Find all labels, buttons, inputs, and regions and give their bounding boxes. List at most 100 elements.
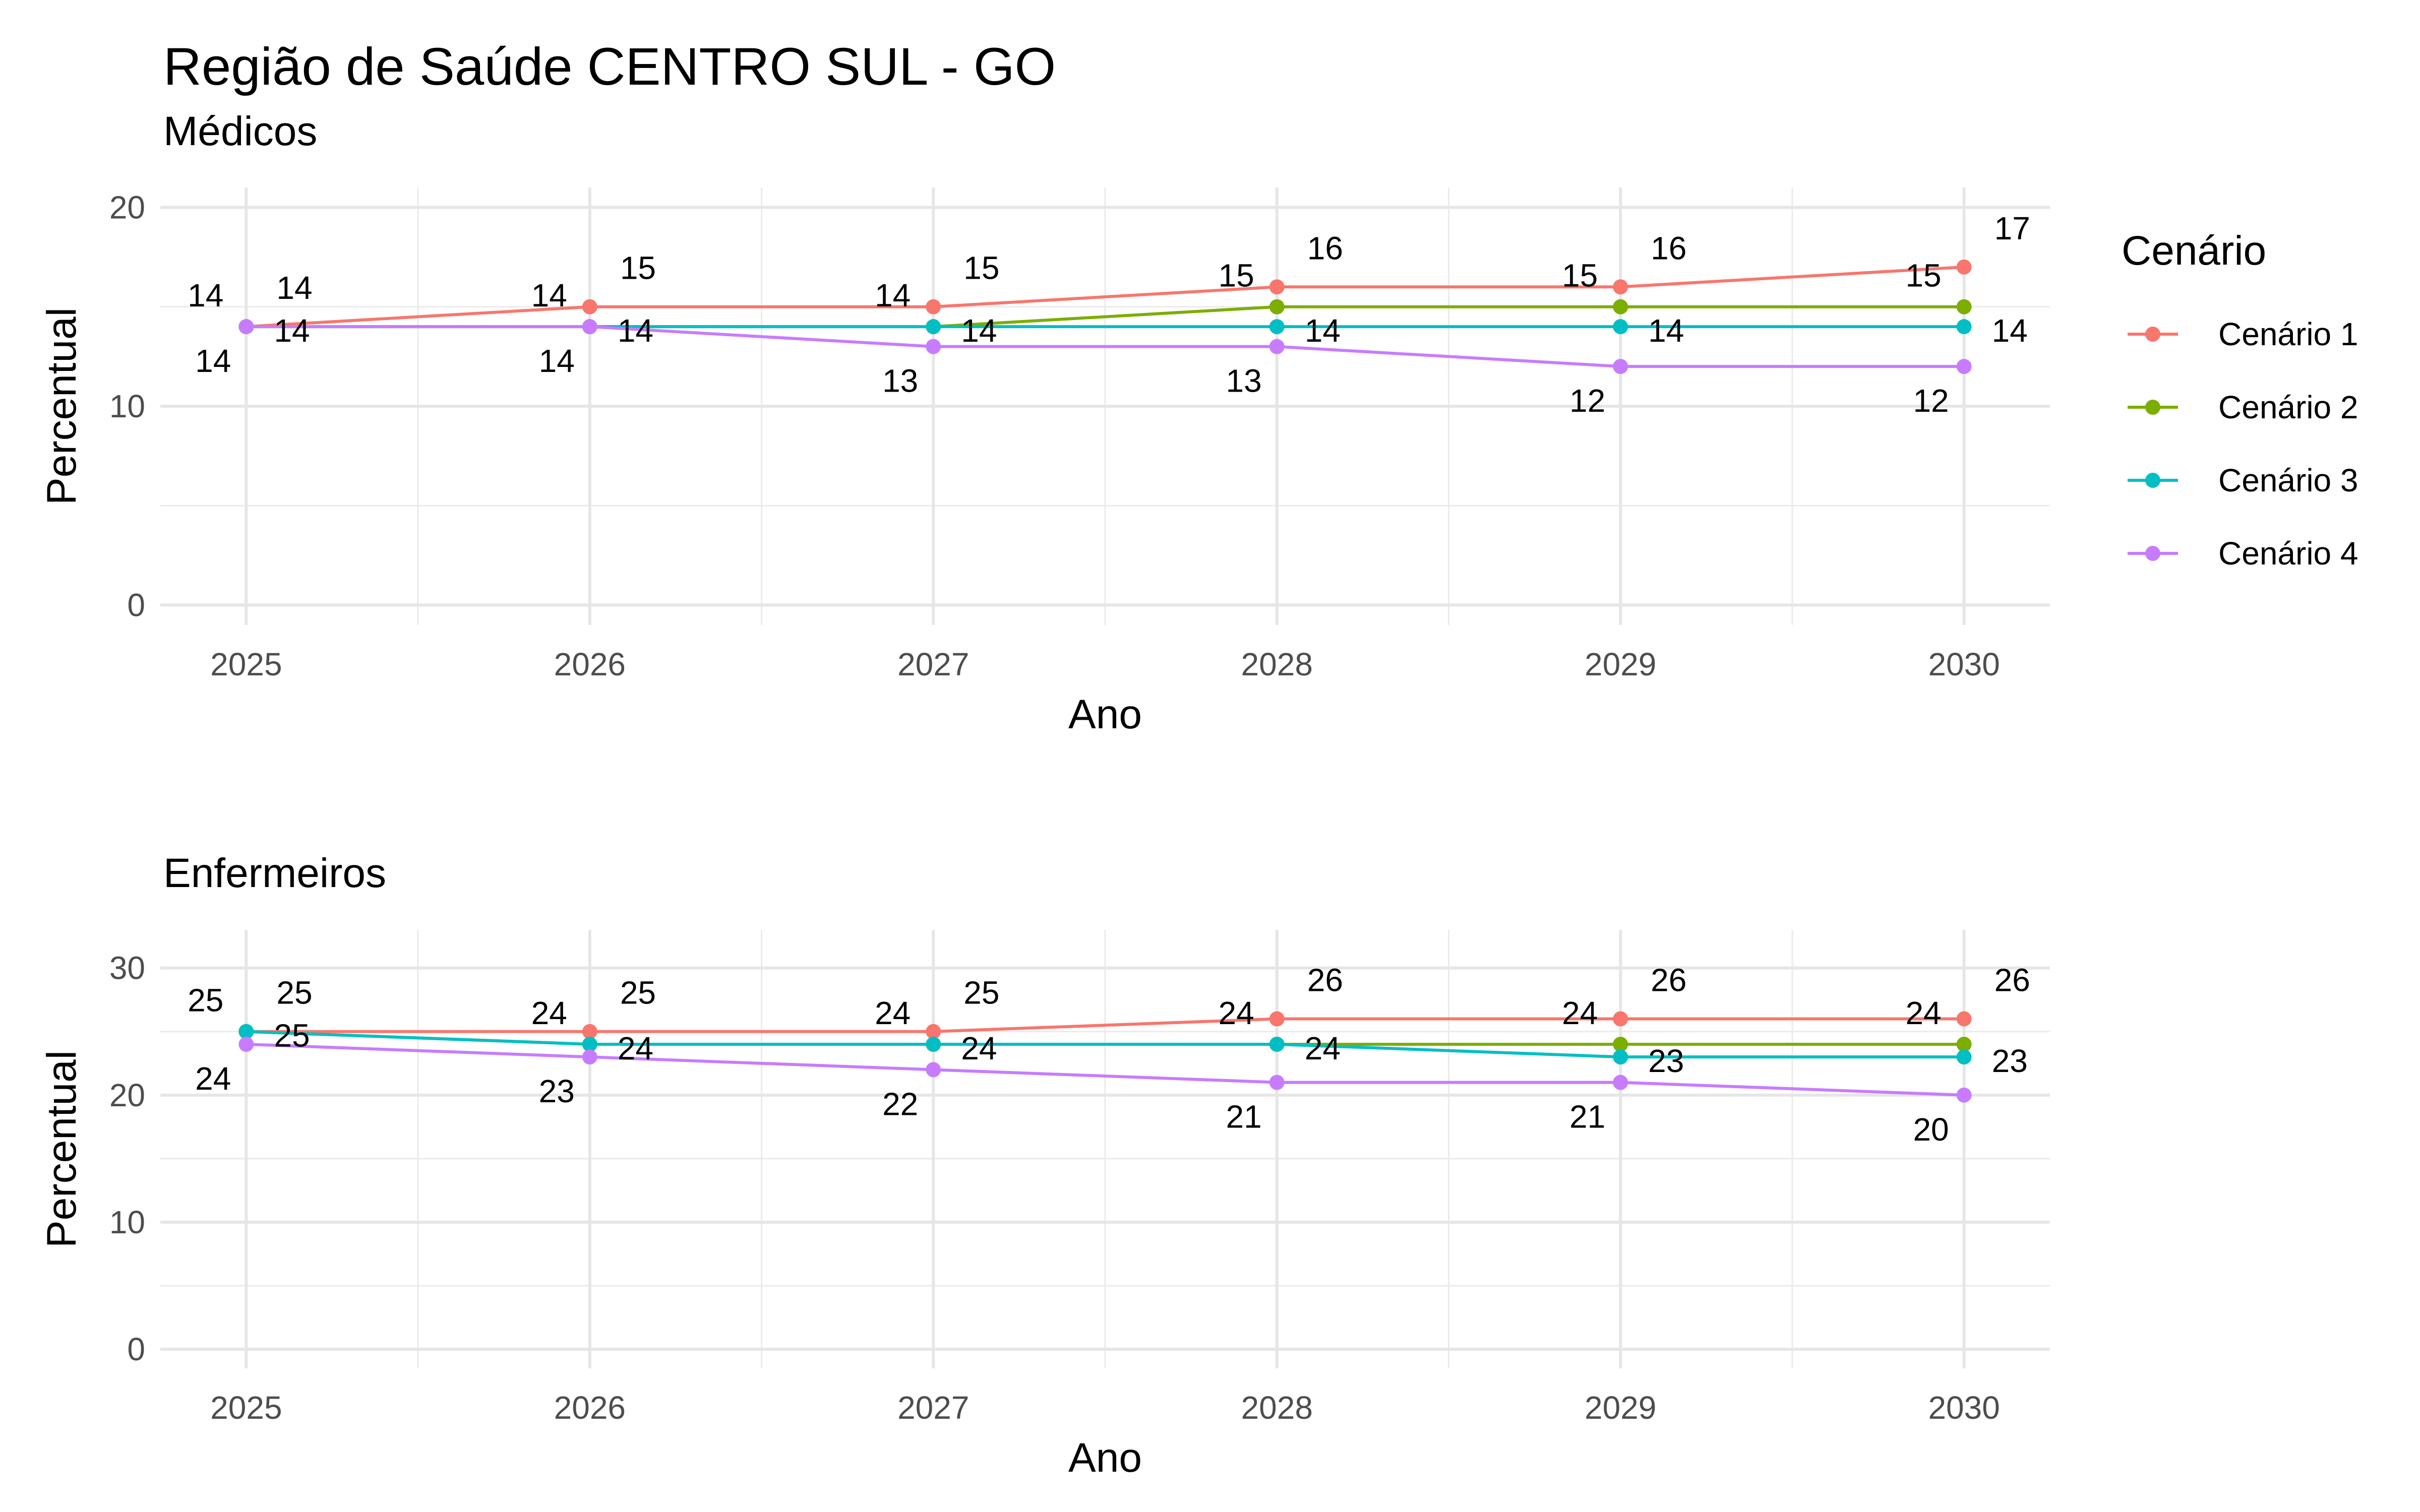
y-axis-title: Percentual	[39, 307, 85, 505]
chart-title: Região de Saúde CENTRO SUL - GO	[163, 37, 1056, 96]
data-label: 25	[276, 975, 312, 1011]
series-line	[246, 1042, 1964, 1097]
panel-subtitle: Médicos	[163, 108, 317, 154]
y-tick-label: 0	[127, 587, 145, 623]
y-tick-label: 0	[127, 1331, 145, 1367]
legend: Cenário Cenário 1 Cenário 2 Cenário 3 Cenári…	[2122, 228, 2358, 572]
y-tick-label: 10	[109, 1204, 145, 1240]
data-label: 13	[1226, 363, 1262, 399]
data-point	[238, 1024, 254, 1039]
data-point	[1956, 319, 1972, 335]
legend-key-point	[2145, 473, 2160, 488]
data-point	[1956, 299, 1972, 314]
x-tick-label: 2028	[1241, 1390, 1313, 1426]
x-tick-label: 2025	[210, 1390, 282, 1426]
data-label: 14	[618, 312, 653, 349]
legend-label: Cenário 4	[2218, 535, 2358, 572]
y-tick-label: 10	[109, 388, 145, 424]
data-label: 13	[882, 363, 918, 399]
data-label: 23	[1992, 1043, 2028, 1079]
data-point	[1613, 1011, 1628, 1027]
data-point	[926, 339, 941, 354]
x-tick-label: 2027	[897, 646, 969, 682]
data-label: 25	[188, 982, 223, 1019]
data-label: 14	[274, 312, 310, 349]
data-label: 20	[1913, 1111, 1949, 1148]
y-axis-title: Percentual	[39, 1050, 85, 1248]
data-label: 15	[963, 250, 999, 286]
data-point	[582, 1036, 597, 1052]
legend-entry: Cenário 1	[2128, 316, 2358, 352]
data-label: 24	[961, 1030, 997, 1066]
series-4	[238, 1036, 1972, 1103]
data-label: 24	[531, 995, 567, 1031]
x-tick-label: 2029	[1585, 646, 1656, 682]
data-point	[582, 1049, 597, 1065]
legend-key-point	[2145, 546, 2160, 561]
legend-entry: Cenário 3	[2128, 462, 2358, 498]
data-point	[1269, 319, 1285, 335]
data-label: 14	[1648, 312, 1684, 349]
grid	[160, 930, 2050, 1368]
data-point	[926, 1062, 941, 1078]
data-label: 17	[1994, 210, 2030, 246]
data-point	[1613, 1075, 1628, 1090]
legend-key-point	[2145, 400, 2160, 415]
series-line	[246, 265, 1964, 329]
data-point	[1956, 1049, 1972, 1065]
data-point	[926, 1036, 941, 1052]
data-point	[926, 319, 941, 335]
data-point	[238, 319, 254, 335]
x-axis-title: Ano	[1068, 1435, 1142, 1481]
x-tick-label: 2030	[1928, 646, 2000, 682]
grid	[160, 187, 2050, 625]
data-labels: 25 25 25 26 26 26 25 24 24 24 24 24 25 24 24 24 23 23 24 23…	[188, 962, 2030, 1148]
data-label: 14	[1305, 312, 1341, 349]
data-label: 24	[195, 1060, 231, 1097]
data-point	[1269, 299, 1285, 314]
series-line	[246, 1030, 1964, 1059]
data-point	[926, 1024, 941, 1039]
legend-label: Cenário 2	[2218, 389, 2358, 425]
series-line	[246, 325, 1964, 368]
data-label: 26	[1651, 962, 1686, 998]
data-point	[1269, 1075, 1285, 1090]
data-label: 15	[1905, 258, 1941, 294]
legend-label: Cenário 1	[2218, 316, 2358, 352]
data-label: 25	[620, 975, 656, 1011]
data-label: 24	[618, 1030, 653, 1066]
data-point	[1613, 359, 1628, 374]
data-label: 14	[539, 343, 575, 379]
y-tick-label: 20	[109, 1077, 145, 1113]
data-label: 14	[276, 270, 312, 306]
data-point	[1613, 319, 1628, 335]
data-label: 21	[1569, 1099, 1605, 1135]
data-label: 26	[1994, 962, 2030, 998]
data-label: 12	[1569, 383, 1605, 419]
data-label: 24	[1562, 995, 1598, 1031]
legend-entry: Cenário 4	[2128, 535, 2358, 572]
series-4	[238, 319, 1972, 374]
panel-subtitle: Enfermeiros	[163, 850, 386, 896]
data-point	[238, 1036, 254, 1052]
data-point	[1269, 339, 1285, 354]
data-label: 23	[1648, 1043, 1684, 1079]
data-point	[926, 299, 941, 314]
data-label: 24	[1905, 995, 1941, 1031]
x-tick-label: 2028	[1241, 646, 1313, 682]
legend-label: Cenário 3	[2218, 462, 2358, 498]
data-point	[582, 1024, 597, 1039]
x-tick-label: 2025	[210, 646, 282, 682]
data-label: 21	[1226, 1099, 1262, 1135]
data-point	[1613, 299, 1628, 314]
data-label: 14	[875, 277, 911, 313]
data-point	[1956, 259, 1972, 275]
data-label: 26	[1307, 962, 1343, 998]
x-tick-label: 2030	[1928, 1390, 2000, 1426]
data-point	[1269, 1036, 1285, 1052]
data-point	[1956, 1087, 1972, 1103]
data-point	[1956, 1011, 1972, 1027]
data-label: 14	[1992, 312, 2028, 349]
